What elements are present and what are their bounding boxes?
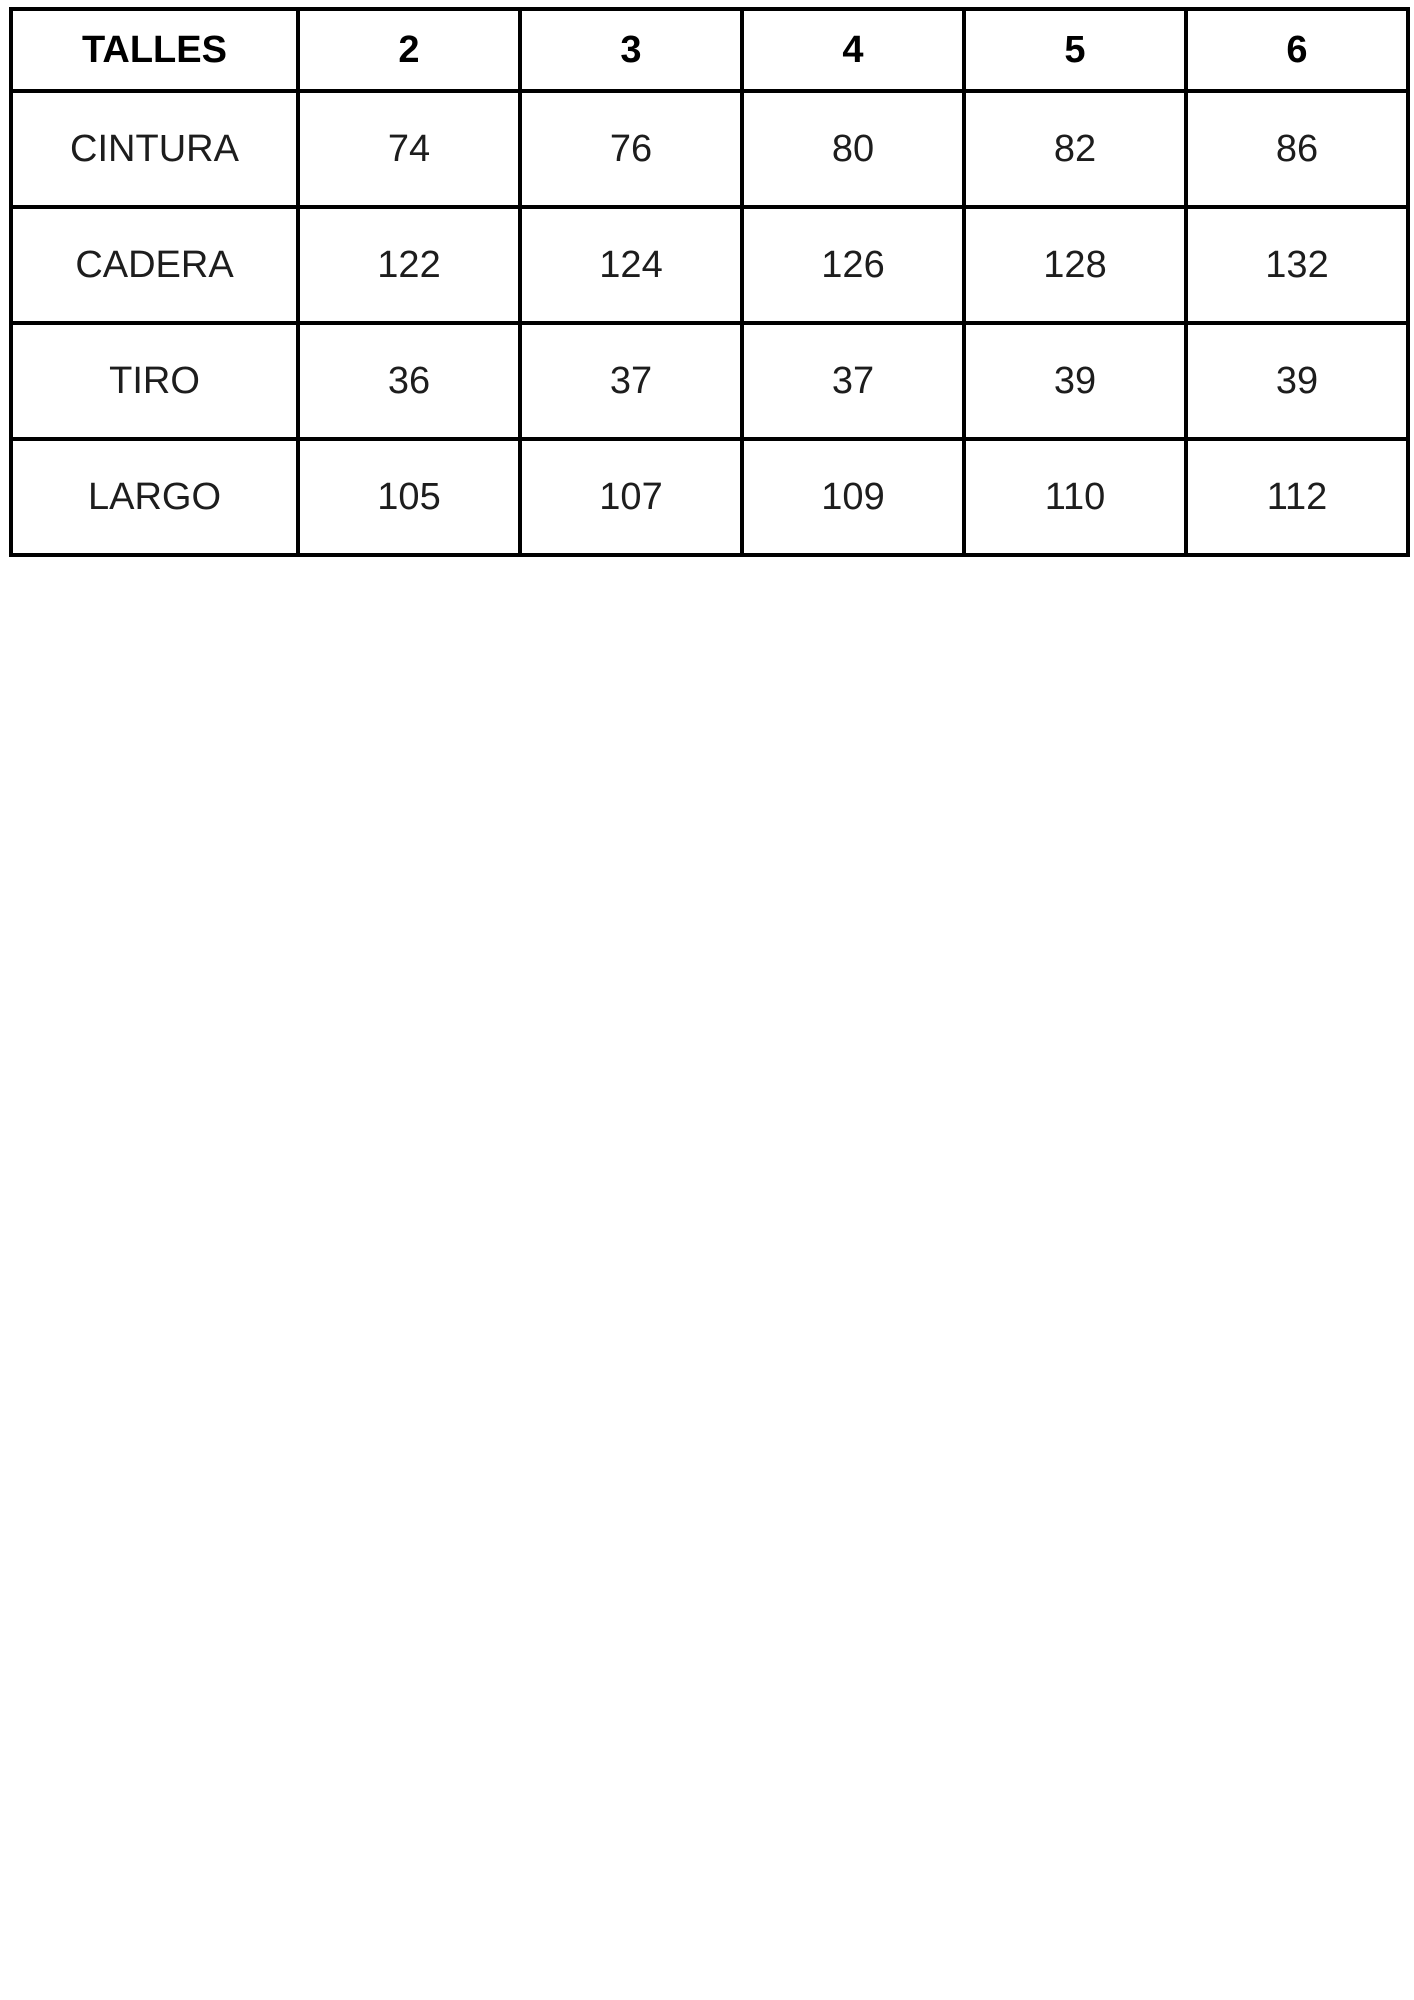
cell-tiro-2: 36	[296, 321, 522, 441]
size-chart-table: TALLES 2 3 4 5 6 CINTURA 74 76 80 82 86 …	[9, 7, 1410, 557]
cell-cadera-3: 124	[518, 205, 744, 325]
cell-tiro-3: 37	[518, 321, 744, 441]
cell-cintura-2: 74	[296, 89, 522, 209]
cell-cintura-5: 82	[962, 89, 1188, 209]
header-cell-size-4: 4	[740, 7, 966, 93]
cell-cintura-3: 76	[518, 89, 744, 209]
cell-tiro-4: 37	[740, 321, 966, 441]
header-row: TALLES 2 3 4 5 6	[9, 7, 1410, 93]
header-cell-size-3: 3	[518, 7, 744, 93]
cell-largo-3: 107	[518, 437, 744, 557]
cell-cintura-4: 80	[740, 89, 966, 209]
cell-largo-4: 109	[740, 437, 966, 557]
row-label-cintura: CINTURA	[9, 89, 300, 209]
header-cell-size-5: 5	[962, 7, 1188, 93]
header-cell-size-6: 6	[1184, 7, 1410, 93]
cell-tiro-5: 39	[962, 321, 1188, 441]
table-row-largo: LARGO 105 107 109 110 112	[9, 437, 1410, 557]
cell-cintura-6: 86	[1184, 89, 1410, 209]
cell-cadera-4: 126	[740, 205, 966, 325]
header-cell-size-2: 2	[296, 7, 522, 93]
cell-tiro-6: 39	[1184, 321, 1410, 441]
cell-cadera-5: 128	[962, 205, 1188, 325]
row-label-largo: LARGO	[9, 437, 300, 557]
cell-cadera-2: 122	[296, 205, 522, 325]
row-label-cadera: CADERA	[9, 205, 300, 325]
cell-largo-2: 105	[296, 437, 522, 557]
table-row-cadera: CADERA 122 124 126 128 132	[9, 205, 1410, 325]
cell-largo-5: 110	[962, 437, 1188, 557]
header-cell-talles: TALLES	[9, 7, 300, 93]
cell-cadera-6: 132	[1184, 205, 1410, 325]
cell-largo-6: 112	[1184, 437, 1410, 557]
table-row-tiro: TIRO 36 37 37 39 39	[9, 321, 1410, 441]
row-label-tiro: TIRO	[9, 321, 300, 441]
table-row-cintura: CINTURA 74 76 80 82 86	[9, 89, 1410, 209]
